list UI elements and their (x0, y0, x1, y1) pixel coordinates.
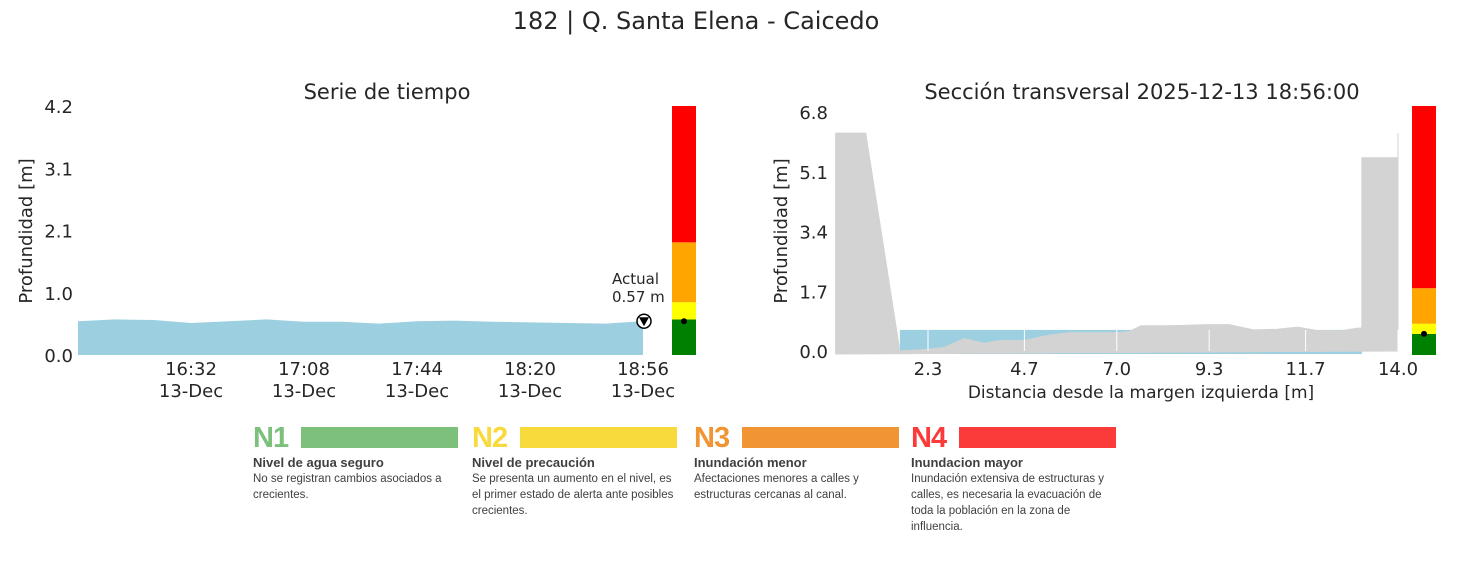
level-band-n2 (1412, 323, 1436, 334)
level-band-n4 (672, 106, 696, 243)
legend-description: Inundación extensiva de estructuras y ca… (911, 473, 1105, 533)
legend-item-n2: N2 Nivel de precaución Se presenta un aume… (472, 424, 677, 519)
section-xlabel: Distancia desde la margen izquierda [m] (968, 383, 1314, 403)
section-title: Sección transversal 2025-12-13 18:56:00 (924, 80, 1359, 104)
x-tick-label: 2.3 (914, 359, 943, 380)
water-level-triangle-icon (639, 317, 649, 327)
x-tick-time: 17:08 (278, 359, 330, 380)
legend-description: Se presenta un aumento en el nivel, es e… (472, 473, 674, 517)
level-band-n4 (1412, 106, 1436, 289)
x-tick-time: 17:44 (391, 359, 443, 380)
x-tick-label: 9.3 (1195, 359, 1224, 380)
x-tick-time: 16:32 (165, 359, 217, 380)
x-tick-label: 11.7 (1286, 359, 1326, 380)
legend-code: N3 (694, 422, 730, 454)
legend-color-bar (742, 427, 899, 448)
timeseries-ylabel: Profundidad [m] (16, 158, 37, 303)
y-tick-label: 5.1 (799, 163, 828, 184)
x-tick-label: 7.0 (1102, 359, 1131, 380)
current-level-dot (1421, 330, 1427, 337)
legend-code: N1 (253, 422, 289, 454)
legend-color-bar (301, 427, 458, 448)
y-tick-label: 2.1 (44, 222, 73, 243)
current-level-dot (681, 318, 687, 325)
actual-label: Actual (612, 270, 659, 288)
y-tick-label: 3.1 (44, 159, 73, 180)
legend-item-n4: N4 Inundacion mayor Inundación extensiva d… (911, 424, 1116, 535)
legend-item-n1: N1 Nivel de agua seguro No se registran ca… (253, 424, 458, 503)
y-tick-label: 1.0 (44, 284, 73, 305)
figure-title: 182 | Q. Santa Elena - Caicedo (513, 7, 880, 35)
legend-title: Inundacion mayor (911, 455, 1023, 470)
legend-description: No se registran cambios asociados a crec… (253, 473, 442, 501)
section-ylabel: Profundidad [m] (771, 158, 792, 303)
terrain-profile (835, 132, 1399, 355)
legend-title: Nivel de precaución (472, 455, 595, 470)
depth-area (78, 319, 643, 355)
charts: 182 | Q. Santa Elena - Caicedo Serie de … (16, 7, 1436, 403)
legend-code: N4 (911, 422, 947, 454)
legend-code: N2 (472, 422, 508, 454)
x-tick-time: 18:20 (504, 359, 556, 380)
x-tick-date: 13-Dec (159, 381, 223, 402)
timeseries-title: Serie de tiempo (304, 80, 471, 104)
level-band-n2 (672, 302, 696, 320)
x-tick-label: 14.0 (1378, 359, 1418, 380)
y-tick-label: 4.2 (44, 97, 73, 118)
legend-description: Afectaciones menores a calles y estructu… (694, 473, 859, 501)
x-tick-date: 13-Dec (611, 381, 675, 402)
level-band-n1 (1412, 333, 1436, 355)
level-band-n1 (672, 319, 696, 355)
level-band-n3 (672, 242, 696, 303)
y-tick-label: 1.7 (799, 282, 828, 303)
x-tick-date: 13-Dec (272, 381, 336, 402)
legend-color-bar (520, 427, 677, 448)
legend-item-n3: N3 Inundación menor Afectaciones menores a… (694, 424, 899, 503)
actual-value: 0.57 m (612, 288, 665, 306)
y-tick-label: 3.4 (799, 223, 828, 244)
y-tick-label: 6.8 (799, 103, 828, 124)
x-tick-date: 13-Dec (498, 381, 562, 402)
y-tick-label: 0.0 (799, 342, 828, 363)
legend-color-bar (959, 427, 1116, 448)
x-tick-label: 4.7 (1010, 359, 1039, 380)
legend-title: Nivel de agua seguro (253, 455, 384, 470)
y-tick-label: 0.0 (44, 346, 73, 367)
x-tick-date: 13-Dec (385, 381, 449, 402)
legend-title: Inundación menor (694, 455, 807, 470)
level-band-n3 (1412, 288, 1436, 324)
x-tick-time: 18:56 (617, 359, 669, 380)
